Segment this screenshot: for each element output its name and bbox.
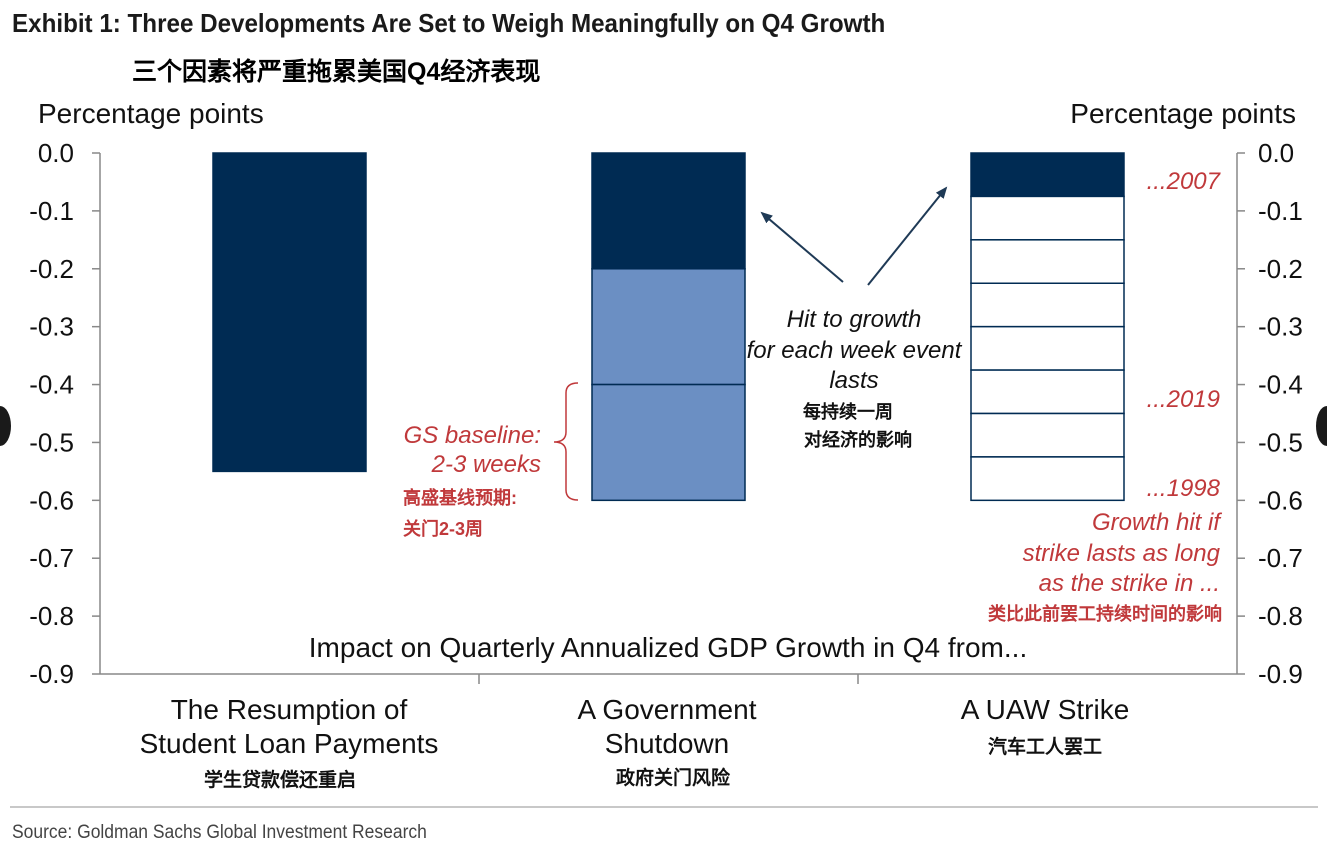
y-tick-label-left: -0.4: [29, 370, 74, 400]
baseline-annotation-line1: GS baseline:: [404, 422, 541, 449]
y-tick-label-right: -0.6: [1258, 485, 1303, 515]
bar-segment: [591, 152, 746, 270]
right-edge-handle: [1316, 406, 1327, 446]
y-tick-label-left: -0.9: [29, 659, 74, 689]
center-annotation-line2: for each week event: [747, 337, 963, 364]
chart-title: Exhibit 1: Three Developments Are Set to…: [12, 8, 886, 38]
bar-segment: [591, 268, 746, 386]
chart-subtitle: 三个因素将严重拖累美国Q4经济表现: [132, 58, 541, 86]
center-annotation-cn1: 每持续一周: [803, 401, 893, 422]
strike-annotation-cn: 类比此前罢工持续时间的影响: [988, 603, 1222, 624]
y-tick-label-right: -0.7: [1258, 543, 1303, 573]
strike-annotation-line2: strike lasts as long: [1023, 540, 1221, 567]
y-tick-label-left: -0.2: [29, 254, 74, 284]
left-edge-handle: [0, 406, 11, 446]
bar-segment: [970, 152, 1125, 198]
y-axis-label-right: Percentage points: [1070, 98, 1296, 129]
y-tick-label-right: -0.1: [1258, 196, 1303, 226]
bar-segment: [970, 239, 1125, 284]
center-annotation-line1: Hit to growth: [787, 306, 922, 333]
arrow-to-shutdown-bar: [760, 211, 844, 283]
y-tick-label-left: -0.1: [29, 196, 74, 226]
category-label-shutdown-line2: Shutdown: [605, 728, 730, 759]
y-tick-label-left: -0.7: [29, 543, 74, 573]
y-tick-label-left: -0.5: [29, 427, 74, 457]
category-label-shutdown-line1: A Government: [578, 694, 757, 725]
baseline-annotation-cn2: 关门2-3周: [403, 518, 483, 539]
y-tick-label-right: -0.3: [1258, 312, 1303, 342]
category-label-uaw-line1: A UAW Strike: [961, 694, 1130, 725]
bar-segment: [970, 325, 1125, 371]
y-tick-label-left: -0.6: [29, 485, 74, 515]
baseline-annotation-cn1: 高盛基线预期:: [403, 487, 517, 508]
baseline-bracket: [553, 382, 579, 501]
strike-year-1998: ...1998: [1147, 475, 1221, 502]
strike-annotation-line3: as the strike in ...: [1039, 570, 1220, 597]
arrow-to-strike-bar: [867, 186, 948, 286]
category-label-student-loans-line1: The Resumption of: [171, 694, 408, 725]
category-label-shutdown-cn: 政府关门风险: [616, 766, 731, 789]
bar-segment: [591, 383, 746, 502]
x-axis-label: Impact on Quarterly Annualized GDP Growt…: [309, 632, 1027, 663]
bar-segment: [970, 412, 1125, 458]
y-tick-label-right: -0.4: [1258, 370, 1303, 400]
y-tick-label-right: -0.5: [1258, 427, 1303, 457]
baseline-annotation-line2: 2-3 weeks: [431, 451, 541, 478]
strike-year-2019: ...2019: [1147, 386, 1220, 413]
category-label-student-loans-line2: Student Loan Payments: [140, 728, 439, 759]
y-axis-label-left: Percentage points: [38, 98, 264, 129]
y-tick-label-left: 0.0: [38, 138, 74, 168]
y-tick-label-left: -0.3: [29, 312, 74, 342]
y-ticks-left: 0.0 -0.1 -0.2 -0.3 -0.4 -0.5 -0.6 -0.7 -0.8 -0.9: [29, 138, 100, 689]
strike-annotation-line1: Growth hit if: [1092, 509, 1222, 536]
y-tick-label-right: 0.0: [1258, 138, 1294, 168]
source-note: Source: Goldman Sachs Global Investment …: [12, 822, 427, 843]
y-tick-label-right: -0.9: [1258, 659, 1303, 689]
footer-divider: [10, 806, 1318, 808]
category-label-uaw-cn: 汽车工人罢工: [988, 735, 1102, 758]
y-tick-label-right: -0.2: [1258, 254, 1303, 284]
bar-segment: [970, 282, 1125, 328]
center-annotation-line3: lasts: [829, 367, 878, 394]
bar-segment: [970, 195, 1125, 241]
y-ticks-right: 0.0 -0.1 -0.2 -0.3 -0.4 -0.5 -0.6 -0.7 -0.8 -0.9: [1237, 138, 1303, 689]
bar-segment: [970, 369, 1125, 415]
bars: [212, 152, 1125, 502]
center-annotation-cn2: 对经济的影响: [804, 429, 912, 450]
y-tick-label-left: -0.8: [29, 601, 74, 631]
bar-segment: [970, 456, 1125, 502]
y-tick-label-right: -0.8: [1258, 601, 1303, 631]
chart: Percentage points Percentage points 0.0 -…: [29, 98, 1303, 791]
strike-year-2007: ...2007: [1147, 168, 1222, 195]
category-label-student-loans-cn: 学生贷款偿还重启: [204, 768, 356, 791]
bar-segment: [212, 152, 367, 473]
